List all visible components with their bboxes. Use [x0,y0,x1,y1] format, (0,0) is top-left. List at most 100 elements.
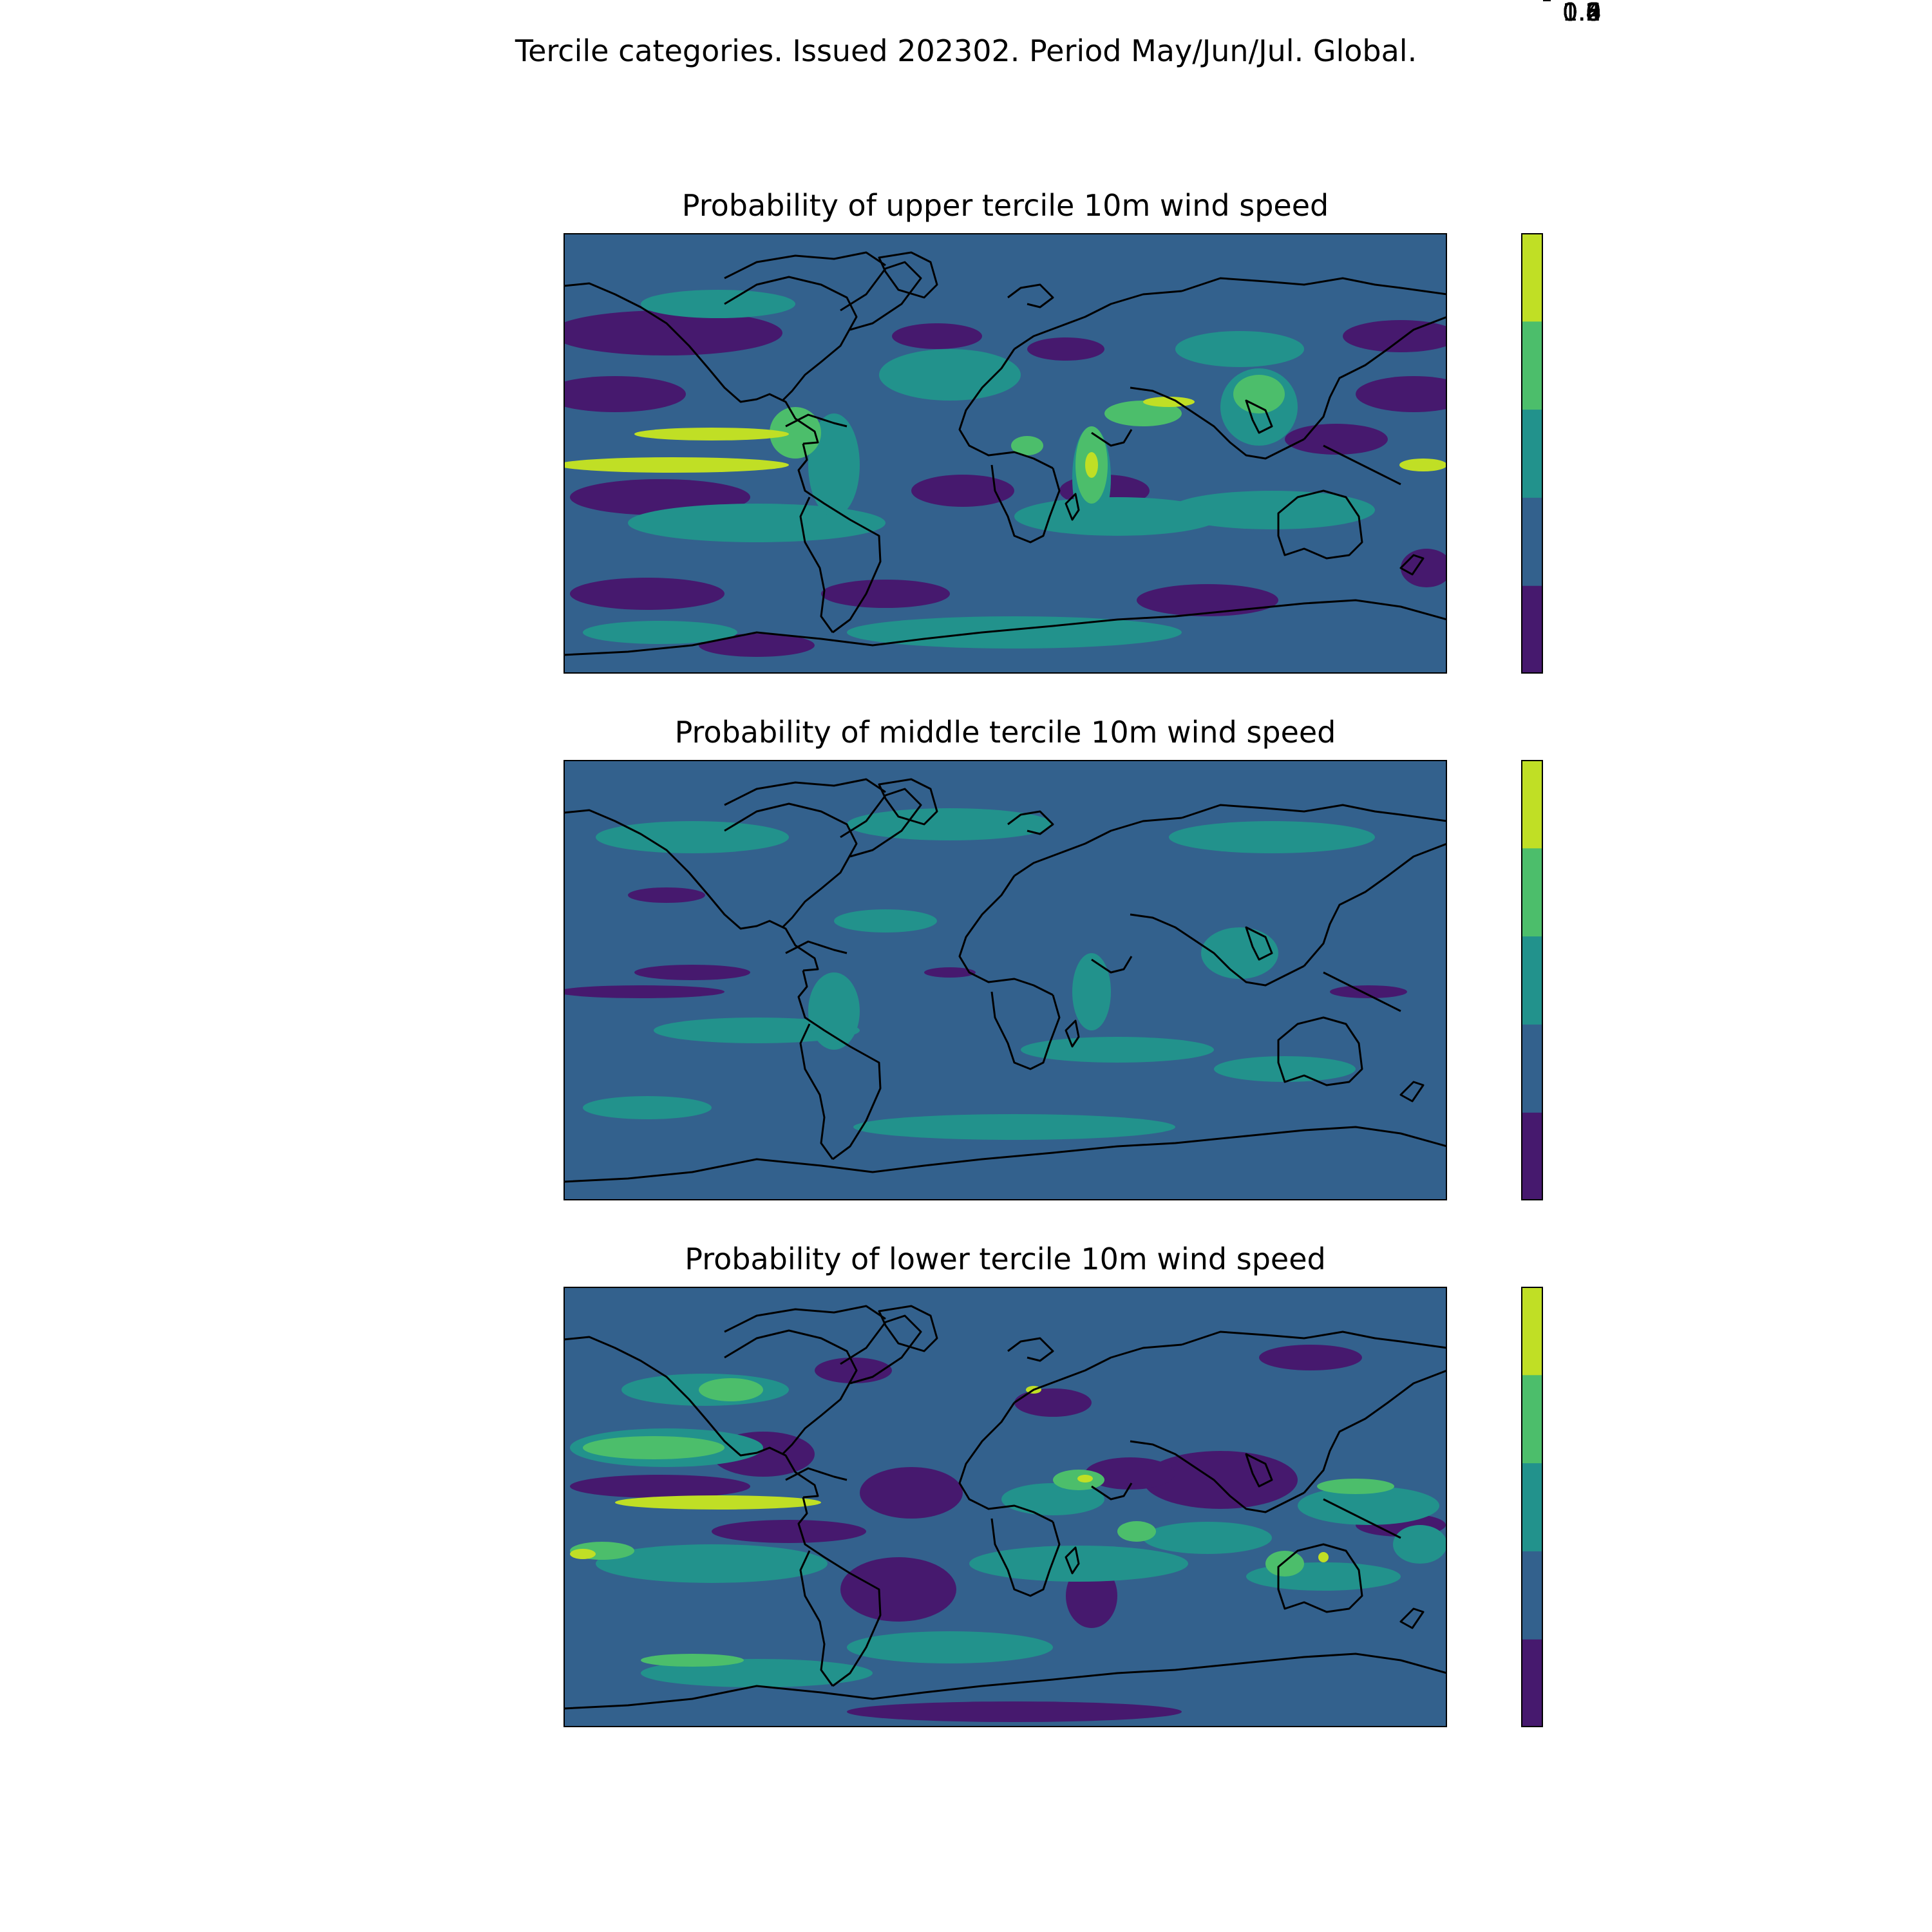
probability-contour [808,972,860,1050]
colorbar-segment [1521,1112,1543,1200]
coastline [797,443,882,634]
coastline [840,788,922,858]
coastline [1130,386,1305,460]
coastline [990,464,1061,544]
probability-contour [1401,549,1447,587]
probability-contour [1214,1056,1356,1082]
probability-contour [1137,584,1278,616]
coastline [878,1305,938,1352]
probability-contour [1343,320,1447,352]
coastline [878,778,938,826]
probability-contour [564,376,686,412]
probability-contour [1011,436,1043,455]
probability-contour [1021,1037,1214,1063]
colorbar-tick-label: 0.2 [1562,0,1602,26]
probability-contour [834,909,937,933]
colorbar-tick-label: 0.8 [1562,0,1602,26]
colorbar-tick-label: 0.8 [1562,0,1602,26]
probability-contour [712,1520,866,1543]
coastline [1130,1440,1305,1513]
colorbar-tick-label: 1.0 [1562,0,1602,26]
coastline [564,282,819,445]
probability-contour [583,1436,724,1459]
coastline [1014,817,1182,877]
probability-contour [1393,1525,1447,1564]
coastline [724,1329,858,1455]
coastline [958,348,1054,469]
probability-contour [699,634,815,657]
map-upper [564,233,1447,674]
colorbar-tick-label: 0.8 [1562,0,1602,26]
coastline [1245,399,1273,434]
probability-contour [911,475,1014,507]
coastline [724,802,858,929]
coastline [1399,1081,1425,1103]
probability-contour [821,580,950,608]
coastline [1091,1482,1133,1501]
coastline [724,1305,886,1333]
coastline [1065,1546,1080,1575]
colorbar-segment [1521,1463,1543,1551]
colorbar-middle [1521,760,1543,1200]
probability-contour [1085,452,1098,478]
coastline [564,1336,819,1499]
colorbar-segment [1521,321,1543,410]
probability-contour [583,621,737,644]
colorbar-frame [1521,1287,1543,1727]
probability-contour [641,290,795,318]
probability-contour [1318,1552,1329,1562]
colorbar-segment [1521,1374,1543,1464]
probability-contour [860,1467,963,1519]
probability-contour [808,413,860,516]
colorbar-segment [1521,409,1543,498]
coastline [1245,926,1273,961]
probability-contour [847,1701,1182,1722]
probability-contour [1285,424,1388,455]
colorbar-segment [1521,233,1543,322]
coastline [878,251,938,299]
probability-contour [1072,953,1111,1030]
colorbar-segment [1521,936,1543,1025]
probability-contour [596,1544,828,1583]
probability-contour [1085,1457,1175,1490]
coastline [785,1467,848,1481]
coastline [1303,1369,1447,1493]
probability-contour [564,457,789,473]
probability-contour [570,1475,750,1498]
coastline [724,276,858,402]
coastline [1014,1343,1182,1404]
coastline [1303,842,1447,967]
coastline [1130,913,1305,987]
coastline [1181,1331,1447,1349]
probability-contour [628,504,886,542]
colorbar-tick-label: 1.0 [1562,0,1602,26]
coastline [990,991,1061,1070]
colorbar-tick-label: 0.4 [1562,0,1602,26]
probability-contour [1117,1521,1156,1542]
coastline [799,1550,834,1687]
probability-contour [847,808,1053,840]
coastline [840,1314,922,1385]
probability-contour [1143,1522,1272,1554]
coastline [799,1023,834,1160]
map-middle [564,760,1447,1200]
coastline [1303,316,1447,440]
probability-contour [924,967,976,978]
coastline [1007,810,1054,835]
probability-contour [1104,401,1182,426]
coastline [564,809,819,972]
probability-contour [1330,985,1407,998]
probability-contour [634,428,789,440]
probability-contour [564,310,782,355]
probability-contour [654,1018,860,1043]
probability-contour [570,578,724,610]
colorbar-tick-label: 0.6 [1562,0,1602,26]
coastline [797,1497,882,1687]
probability-contour [570,1549,596,1559]
probability-contour [1143,1451,1298,1509]
colorbar-frame [1521,760,1543,1200]
probability-contour [847,616,1182,649]
panel-title-lower: Probability of lower tercile 10m wind sp… [685,1242,1326,1276]
probability-contour [1175,331,1304,367]
colorbar-segment [1521,585,1543,674]
